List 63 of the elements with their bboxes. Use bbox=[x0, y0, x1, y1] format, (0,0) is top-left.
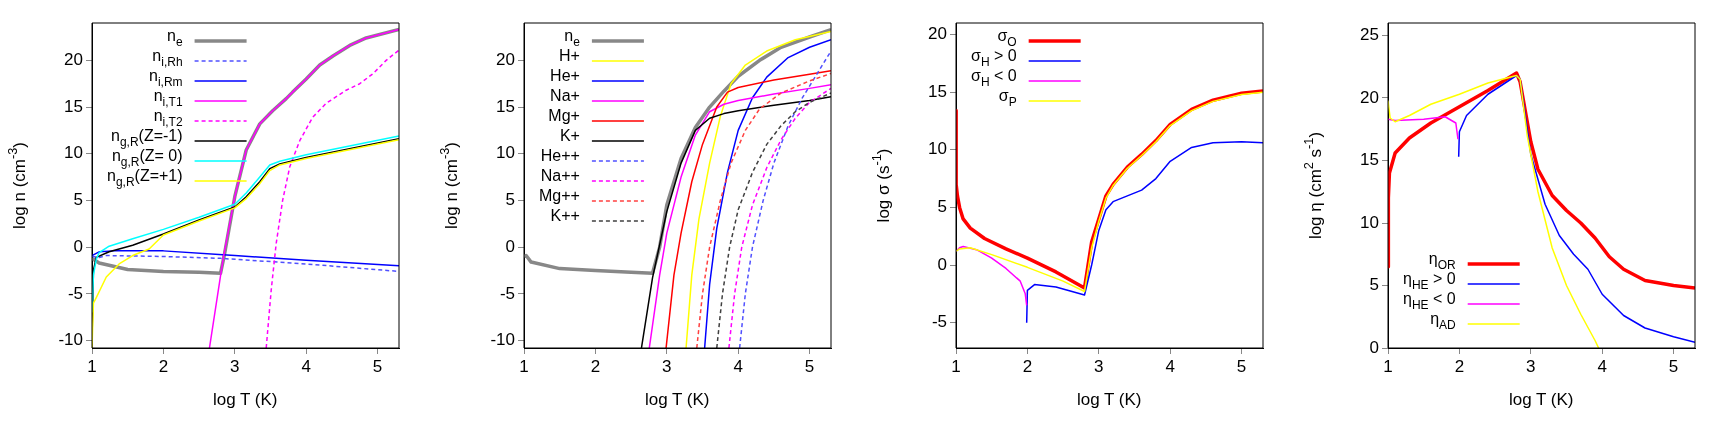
y-tick-label: 10 bbox=[1360, 212, 1379, 232]
legend-label: He++ bbox=[540, 147, 580, 165]
x-tick-label: 4 bbox=[1597, 356, 1607, 376]
legend-label: H+ bbox=[559, 47, 580, 65]
y-tick-label: 0 bbox=[1369, 337, 1379, 357]
x-tick-label: 3 bbox=[1094, 356, 1104, 376]
y-tick-label: 20 bbox=[64, 50, 83, 70]
y-tick-label: -10 bbox=[58, 330, 83, 350]
x-tick-label: 1 bbox=[951, 356, 961, 376]
y-axis-title: log σ (s-1) bbox=[868, 148, 893, 223]
x-tick-label: 3 bbox=[230, 356, 240, 376]
legend-label: Na++ bbox=[540, 167, 580, 185]
y-tick-label: -5 bbox=[499, 283, 515, 303]
y-tick-label: 10 bbox=[64, 143, 83, 163]
x-tick-label: 5 bbox=[372, 356, 383, 376]
x-axis-title: log T (K) bbox=[644, 389, 710, 409]
y-axis-title: log η (cm2 s-1) bbox=[1300, 131, 1325, 240]
y-tick-label: 20 bbox=[496, 50, 515, 70]
y-axis-title: log n (cm-3) bbox=[436, 142, 461, 229]
y-axis-title: log n (cm-3) bbox=[4, 142, 29, 229]
legend-label: K+ bbox=[559, 127, 580, 145]
x-tick-label: 1 bbox=[87, 356, 97, 376]
x-axis-title: log T (K) bbox=[1076, 389, 1142, 409]
legend-label: Mg+ bbox=[548, 107, 580, 125]
x-tick-label: 4 bbox=[1165, 356, 1175, 376]
y-tick-label: 15 bbox=[928, 81, 947, 101]
x-tick-label: 2 bbox=[590, 356, 601, 376]
x-tick-label: 1 bbox=[1383, 356, 1393, 376]
x-tick-label: 3 bbox=[1526, 356, 1536, 376]
x-tick-label: 4 bbox=[733, 356, 743, 376]
x-tick-label: 2 bbox=[158, 356, 169, 376]
x-axis-title: log T (K) bbox=[212, 389, 278, 409]
x-tick-label: 5 bbox=[1236, 356, 1247, 376]
x-tick-label: 2 bbox=[1022, 356, 1033, 376]
y-tick-label: -10 bbox=[490, 330, 515, 350]
y-tick-label: 15 bbox=[1360, 150, 1379, 170]
y-tick-label: 5 bbox=[1369, 275, 1379, 295]
x-tick-label: 5 bbox=[1668, 356, 1679, 376]
y-tick-label: 5 bbox=[505, 190, 515, 210]
y-tick-label: 0 bbox=[937, 254, 947, 274]
y-tick-label: 10 bbox=[928, 139, 947, 159]
y-tick-label: -5 bbox=[931, 312, 947, 332]
y-tick-label: 0 bbox=[73, 236, 83, 256]
y-tick-label: 5 bbox=[73, 190, 83, 210]
y-tick-label: -5 bbox=[67, 283, 83, 303]
y-tick-label: 20 bbox=[928, 24, 947, 44]
x-axis-title: log T (K) bbox=[1508, 389, 1574, 409]
legend-label: He+ bbox=[550, 67, 580, 85]
y-tick-label: 15 bbox=[64, 96, 83, 116]
y-tick-label: 25 bbox=[1360, 25, 1379, 45]
y-tick-label: 15 bbox=[496, 96, 515, 116]
x-tick-label: 4 bbox=[301, 356, 311, 376]
x-tick-label: 1 bbox=[519, 356, 529, 376]
x-tick-label: 3 bbox=[662, 356, 672, 376]
legend-label: Na+ bbox=[550, 87, 580, 105]
y-tick-label: 20 bbox=[1360, 87, 1379, 107]
y-tick-label: 0 bbox=[505, 236, 515, 256]
legend-label: K++ bbox=[550, 207, 580, 225]
x-tick-label: 5 bbox=[804, 356, 815, 376]
legend-label: Mg++ bbox=[539, 187, 580, 205]
y-tick-label: 10 bbox=[496, 143, 515, 163]
x-tick-label: 2 bbox=[1454, 356, 1465, 376]
y-tick-label: 5 bbox=[937, 197, 947, 217]
